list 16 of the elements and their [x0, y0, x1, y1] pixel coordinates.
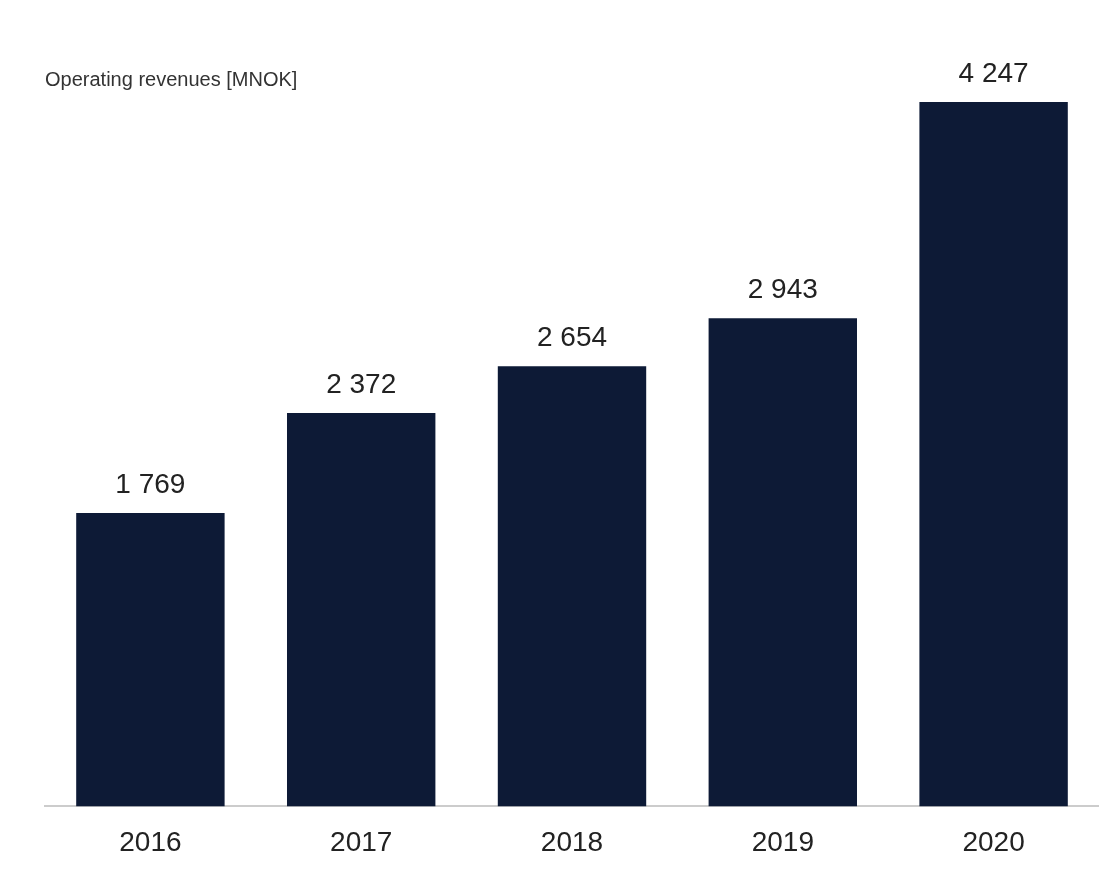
bar [919, 101, 1068, 807]
data-label: 1 769 [115, 467, 186, 499]
x-tick-label: 2020 [962, 825, 1025, 857]
x-tick-label: 2017 [330, 825, 393, 857]
data-label: 4 247 [958, 56, 1029, 88]
bar [76, 512, 225, 807]
x-tick-label: 2019 [751, 825, 814, 857]
data-label: 2 654 [536, 320, 608, 352]
data-label: 2 943 [747, 272, 818, 304]
chart-title: Operating revenues [MNOK] [45, 67, 298, 90]
data-label: 2 372 [326, 367, 397, 399]
bar [287, 412, 436, 807]
bar [708, 318, 857, 807]
x-tick-label: 2018 [540, 825, 604, 857]
x-tick-label: 2016 [119, 825, 182, 857]
bar [497, 366, 647, 807]
